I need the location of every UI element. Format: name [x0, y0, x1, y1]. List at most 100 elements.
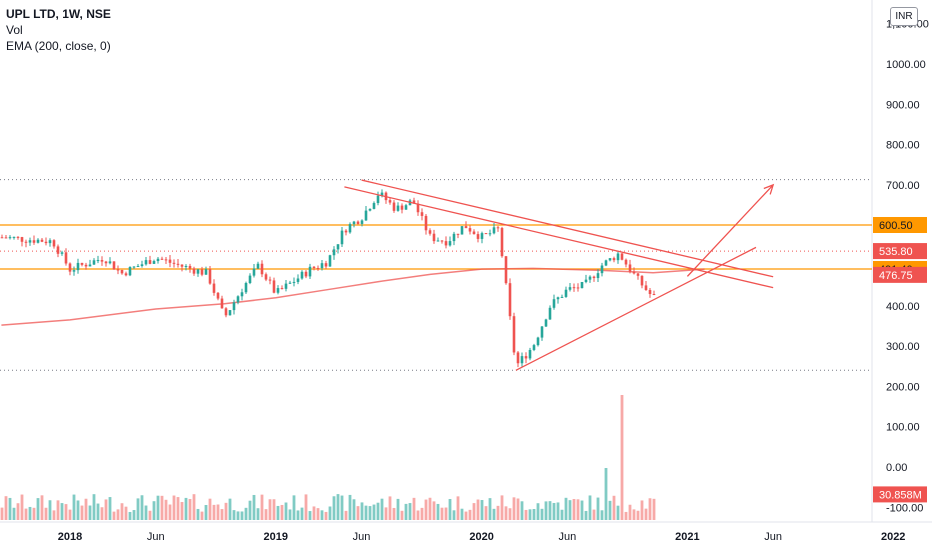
candle-body[interactable]	[256, 263, 260, 269]
candle-body[interactable]	[412, 200, 416, 204]
candle-body[interactable]	[452, 233, 456, 242]
candle-body[interactable]	[488, 233, 492, 235]
candle-body[interactable]	[224, 308, 228, 316]
trend-line[interactable]	[344, 186, 774, 289]
candle-body[interactable]	[192, 268, 196, 274]
candle-body[interactable]	[220, 298, 224, 309]
candle-body[interactable]	[348, 224, 352, 233]
candle-body[interactable]	[128, 266, 132, 276]
candle-body[interactable]	[292, 281, 296, 283]
candle-body[interactable]	[68, 263, 72, 272]
candle-body[interactable]	[284, 283, 288, 289]
candle-body[interactable]	[552, 299, 556, 308]
candle-body[interactable]	[572, 287, 576, 289]
candle-body[interactable]	[548, 307, 552, 320]
candle-body[interactable]	[448, 241, 452, 246]
candle-body[interactable]	[196, 269, 200, 274]
candle-body[interactable]	[96, 260, 100, 262]
candle-body[interactable]	[484, 233, 488, 235]
candle-body[interactable]	[312, 266, 316, 269]
candle-body[interactable]	[328, 255, 332, 267]
candle-body[interactable]	[176, 263, 180, 265]
candle-body[interactable]	[600, 265, 604, 274]
candle-body[interactable]	[136, 265, 140, 267]
candle-body[interactable]	[520, 356, 524, 364]
candle-body[interactable]	[56, 246, 60, 254]
candle-body[interactable]	[252, 268, 256, 276]
candle-body[interactable]	[512, 316, 516, 353]
candle-body[interactable]	[536, 337, 540, 346]
candle-body[interactable]	[396, 205, 400, 211]
candle-body[interactable]	[584, 279, 588, 282]
candle-body[interactable]	[232, 302, 236, 311]
candle-body[interactable]	[20, 237, 24, 242]
trend-line[interactable]	[361, 179, 774, 278]
candle-body[interactable]	[260, 263, 264, 275]
trend-line[interactable]	[515, 246, 757, 371]
trendlines[interactable]	[344, 179, 775, 371]
candle-body[interactable]	[576, 287, 580, 289]
candle-body[interactable]	[644, 285, 648, 291]
candle-body[interactable]	[368, 208, 372, 211]
candle-body[interactable]	[116, 269, 120, 271]
candle-body[interactable]	[24, 241, 28, 243]
candle-body[interactable]	[216, 292, 220, 299]
candle-body[interactable]	[308, 266, 312, 277]
candle-body[interactable]	[112, 261, 116, 270]
candle-body[interactable]	[52, 240, 56, 247]
candle-body[interactable]	[264, 274, 268, 280]
candle-body[interactable]	[36, 239, 40, 243]
candle-body[interactable]	[404, 205, 408, 210]
candle-body[interactable]	[140, 264, 144, 266]
candle-body[interactable]	[424, 215, 428, 231]
candle-body[interactable]	[304, 271, 308, 277]
candle-body[interactable]	[120, 269, 124, 274]
candle-body[interactable]	[244, 283, 248, 293]
candle-body[interactable]	[248, 275, 252, 284]
candle-body[interactable]	[16, 236, 20, 238]
candle-body[interactable]	[76, 262, 80, 271]
candle-body[interactable]	[40, 239, 44, 242]
candle-body[interactable]	[80, 262, 84, 265]
candle-body[interactable]	[436, 240, 440, 242]
candle-body[interactable]	[612, 258, 616, 261]
candle-body[interactable]	[648, 290, 652, 295]
candle-body[interactable]	[288, 282, 292, 284]
candle-body[interactable]	[428, 230, 432, 234]
candle-body[interactable]	[492, 227, 496, 234]
candle-body[interactable]	[124, 273, 128, 276]
candle-body[interactable]	[32, 240, 36, 243]
candle-body[interactable]	[60, 252, 64, 254]
candle-body[interactable]	[4, 237, 8, 239]
candle-body[interactable]	[84, 264, 88, 267]
candle-body[interactable]	[524, 356, 528, 359]
candle-body[interactable]	[0, 237, 4, 239]
candle-body[interactable]	[564, 289, 568, 297]
candle-body[interactable]	[532, 345, 536, 350]
candle-body[interactable]	[388, 200, 392, 203]
candle-body[interactable]	[420, 212, 424, 216]
candle-body[interactable]	[400, 205, 404, 210]
candle-body[interactable]	[160, 258, 164, 260]
candle-body[interactable]	[336, 244, 340, 250]
candle-body[interactable]	[92, 260, 96, 265]
volume-indicator-label[interactable]: Vol	[6, 23, 23, 37]
candle-body[interactable]	[544, 319, 548, 327]
candle-body[interactable]	[188, 265, 192, 269]
candle-body[interactable]	[44, 241, 48, 244]
candle-body[interactable]	[144, 260, 148, 265]
candle-body[interactable]	[12, 236, 16, 238]
candle-body[interactable]	[480, 233, 484, 239]
candle-body[interactable]	[212, 283, 216, 293]
candle-body[interactable]	[432, 233, 436, 242]
candle-body[interactable]	[228, 310, 232, 316]
candle-body[interactable]	[240, 292, 244, 297]
candle-body[interactable]	[504, 256, 508, 284]
candle-body[interactable]	[496, 227, 500, 229]
candle-body[interactable]	[28, 240, 32, 243]
candle-body[interactable]	[108, 261, 112, 264]
candle-body[interactable]	[184, 265, 188, 267]
candle-body[interactable]	[180, 264, 184, 267]
time-axis[interactable]: 2018 Jun 2019 Jun 2020 Jun 2021 Jun 2022	[58, 531, 906, 543]
